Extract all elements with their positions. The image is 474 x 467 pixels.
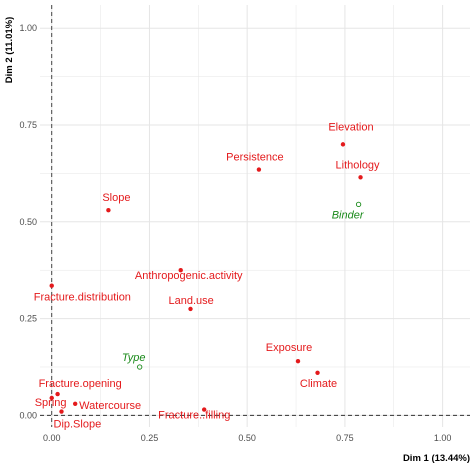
x-axis-label: Dim 1 (13.44%) <box>403 453 470 464</box>
active-point <box>106 207 111 213</box>
reference-lines <box>40 5 470 427</box>
active-point-label: Slope <box>102 192 130 204</box>
point-labels: Elevation Persistence Lithology Slope Anthro… <box>34 121 380 430</box>
active-point-label: Fracture.opening <box>39 378 122 390</box>
grid-lines <box>40 5 470 427</box>
active-point-label: Climate <box>300 378 337 390</box>
x-tick-label: 0.50 <box>238 433 256 443</box>
x-tick-label: 1.00 <box>434 433 452 443</box>
active-point <box>59 409 64 414</box>
active-point <box>315 370 320 375</box>
y-tick-label: 0.25 <box>19 314 37 324</box>
y-axis-label: Dim 2 (11.01%) <box>4 17 15 84</box>
y-tick-label: 1.00 <box>19 23 37 33</box>
x-tick-label: 0.75 <box>336 433 354 443</box>
active-point <box>295 358 301 364</box>
active-point-label: Persistence <box>226 152 283 164</box>
supplementary-point <box>355 201 362 208</box>
y-tick-label: 0.75 <box>19 120 37 130</box>
active-point-label: Spring <box>35 397 67 409</box>
active-point-label: Land.use <box>169 295 214 307</box>
data-points <box>49 142 363 414</box>
active-point-label: Lithology <box>336 159 381 171</box>
active-point <box>178 268 183 273</box>
active-point-label: Fracture..filling <box>158 410 230 422</box>
active-point-label: Dip.Slope <box>54 419 102 431</box>
active-point-label: Elevation <box>328 121 373 133</box>
active-point <box>358 175 363 180</box>
active-point-label: Exposure <box>266 342 312 354</box>
x-tick-label: 0.25 <box>141 433 159 443</box>
active-point <box>72 401 78 406</box>
y-tick-labels: 0.00 0.25 0.50 0.75 1.00 <box>19 23 37 420</box>
active-point <box>188 306 193 312</box>
supplementary-point-label: Binder <box>332 209 365 221</box>
active-point <box>55 391 60 397</box>
active-point <box>340 142 346 147</box>
x-tick-label: 0.00 <box>43 433 61 443</box>
active-point-label: Watercourse <box>79 400 141 412</box>
active-point <box>256 167 262 172</box>
active-point-label: Fracture.distribution <box>34 292 131 304</box>
active-point <box>49 283 54 288</box>
supplementary-point <box>137 364 143 370</box>
y-tick-label: 0.50 <box>19 217 37 227</box>
x-tick-labels: 0.00 0.25 0.50 0.75 1.00 <box>43 433 451 443</box>
active-point <box>201 407 207 412</box>
active-point <box>49 395 54 401</box>
supplementary-point-label: Type <box>122 352 146 364</box>
active-point-label: Anthropogenic.activity <box>135 270 243 282</box>
y-tick-label: 0.00 <box>19 410 37 420</box>
